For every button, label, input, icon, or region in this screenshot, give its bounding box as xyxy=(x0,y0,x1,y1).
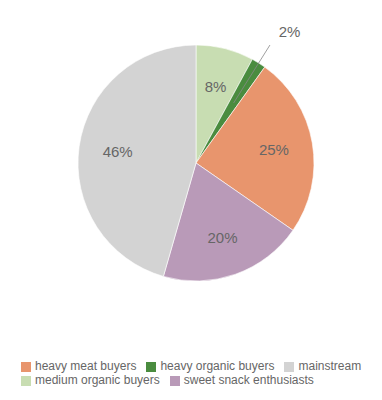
svg-text:8%: 8% xyxy=(205,78,227,95)
html-text:medium organic buyers: medium organic buyers xyxy=(35,373,160,387)
svg-text:20%: 20% xyxy=(208,229,238,246)
svg-text:2%: 2% xyxy=(279,23,301,40)
svg-text:46%: 46% xyxy=(103,143,133,160)
html-text:sweet snack enthusiasts: sweet snack enthusiasts xyxy=(183,373,314,387)
html-text:heavy meat buyers: heavy meat buyers xyxy=(35,359,137,373)
html-text:mainstream: mainstream xyxy=(298,359,362,373)
html-text:heavy organic buyers: heavy organic buyers xyxy=(160,359,275,373)
svg-text:25%: 25% xyxy=(259,141,289,158)
